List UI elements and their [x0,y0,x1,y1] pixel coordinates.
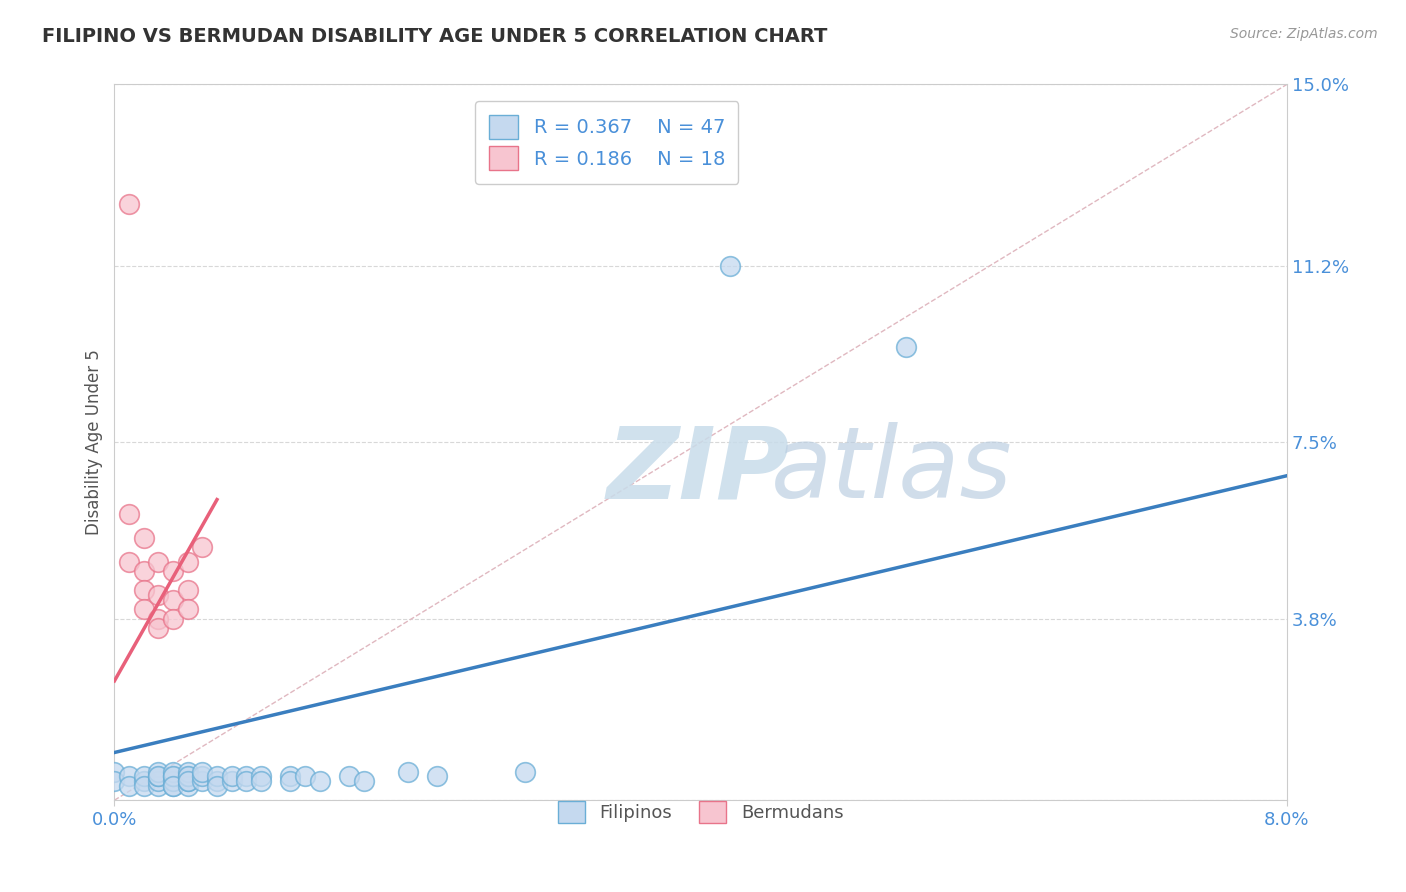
Point [250,769,273,783]
Point [148,588,170,602]
Legend: Filipinos, Bermudans: Filipinos, Bermudans [547,790,855,834]
Point [118,769,141,783]
Point [118,196,141,211]
Point [205,769,228,783]
Point [396,764,419,779]
Point [278,769,301,783]
Point [205,779,228,793]
Point [118,779,141,793]
Point [250,774,273,789]
Y-axis label: Disability Age Under 5: Disability Age Under 5 [86,350,103,535]
Point [235,774,257,789]
Point [103,774,125,789]
Point [103,764,125,779]
Point [132,769,155,783]
Point [353,774,375,789]
Point [191,774,214,789]
Point [176,764,198,779]
Text: Source: ZipAtlas.com: Source: ZipAtlas.com [1230,27,1378,41]
Point [176,583,198,598]
Point [162,592,184,607]
Text: atlas: atlas [770,423,1012,519]
Point [221,774,243,789]
Point [162,769,184,783]
Point [191,541,214,555]
Point [176,774,198,789]
Point [513,764,536,779]
Point [148,555,170,569]
Point [162,564,184,578]
Point [148,622,170,636]
Point [162,779,184,793]
Point [294,769,316,783]
Point [718,259,741,273]
Point [148,769,170,783]
Point [162,769,184,783]
Point [278,774,301,789]
Point [205,774,228,789]
Text: ZIP: ZIP [607,423,790,519]
Point [426,769,449,783]
Point [162,764,184,779]
Point [132,779,155,793]
Point [132,602,155,616]
Point [191,764,214,779]
Point [308,774,330,789]
Point [148,612,170,626]
Point [118,555,141,569]
Point [162,774,184,789]
Point [176,769,198,783]
Point [132,583,155,598]
Point [148,779,170,793]
Point [162,779,184,793]
Point [337,769,360,783]
Point [176,779,198,793]
Text: FILIPINO VS BERMUDAN DISABILITY AGE UNDER 5 CORRELATION CHART: FILIPINO VS BERMUDAN DISABILITY AGE UNDE… [42,27,828,45]
Point [221,769,243,783]
Point [132,564,155,578]
Point [176,774,198,789]
Point [162,612,184,626]
Point [235,769,257,783]
Point [148,774,170,789]
Point [148,769,170,783]
Point [176,602,198,616]
Point [132,774,155,789]
Point [132,531,155,545]
Point [148,764,170,779]
Point [176,769,198,783]
Point [894,340,917,354]
Point [176,555,198,569]
Point [118,507,141,521]
Point [191,769,214,783]
